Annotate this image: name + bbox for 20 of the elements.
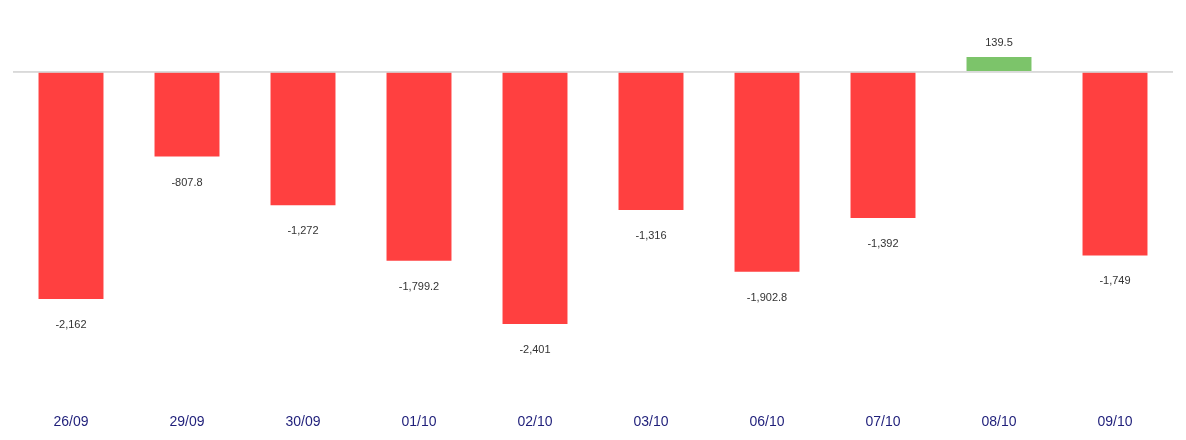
data-label: -2,162 (55, 317, 87, 330)
data-label: -1,749 (1099, 274, 1131, 287)
x-tick-label: 26/09 (53, 412, 89, 429)
data-label: -1,392 (867, 236, 899, 249)
x-tick-label: 30/09 (285, 412, 321, 429)
data-label: -2,401 (519, 343, 551, 355)
x-tick-label: 06/10 (749, 412, 785, 429)
x-tick-label: 09/10 (1097, 412, 1133, 429)
x-tick-label: 08/10 (981, 412, 1017, 429)
x-tick-label: 29/09 (169, 412, 205, 429)
data-label: -1,272 (287, 224, 319, 237)
x-tick-label: 07/10 (865, 412, 901, 429)
x-tick-label: 02/10 (517, 412, 553, 429)
x-tick-label: 03/10 (633, 412, 669, 429)
data-label: -1,902.8 (746, 290, 788, 303)
data-label: -1,799.2 (398, 279, 440, 292)
data-label: -1,316 (635, 228, 667, 241)
data-label: 139.5 (985, 36, 1013, 48)
data-label: -807.8 (171, 175, 203, 188)
x-tick-label: 01/10 (401, 412, 437, 429)
